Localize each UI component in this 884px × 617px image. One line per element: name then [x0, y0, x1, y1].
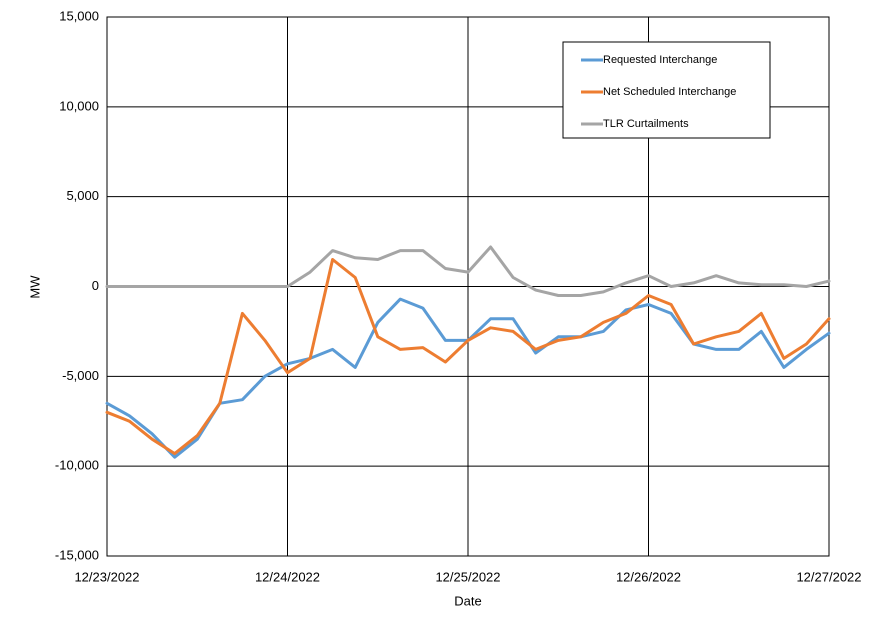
x-tick-label: 12/23/2022 [74, 569, 139, 584]
x-axis-label: Date [454, 593, 481, 608]
legend-label: Requested Interchange [603, 54, 717, 66]
legend-label: TLR Curtailments [603, 118, 689, 130]
legend: Requested Interchange Net Scheduled Inter… [562, 41, 771, 139]
x-tick-label: 12/25/2022 [435, 569, 500, 584]
y-tick-label: 10,000 [59, 98, 99, 113]
y-tick-label: 5,000 [66, 188, 99, 203]
legend-box [562, 41, 771, 139]
series-line [105, 245, 831, 297]
y-tick-label: -5,000 [62, 368, 99, 383]
y-tick-label: 0 [92, 278, 99, 293]
legend-label: Net Scheduled Interchange [603, 86, 736, 98]
series-line [105, 258, 831, 456]
x-tick-label: 12/27/2022 [796, 569, 861, 584]
y-axis-label: MW [27, 275, 42, 299]
y-tick-label: 15,000 [59, 8, 99, 23]
x-tick-label: 12/24/2022 [255, 569, 320, 584]
x-tick-label: 12/26/2022 [616, 569, 681, 584]
y-tick-label: -15,000 [55, 547, 99, 562]
y-tick-label: -10,000 [55, 458, 99, 473]
